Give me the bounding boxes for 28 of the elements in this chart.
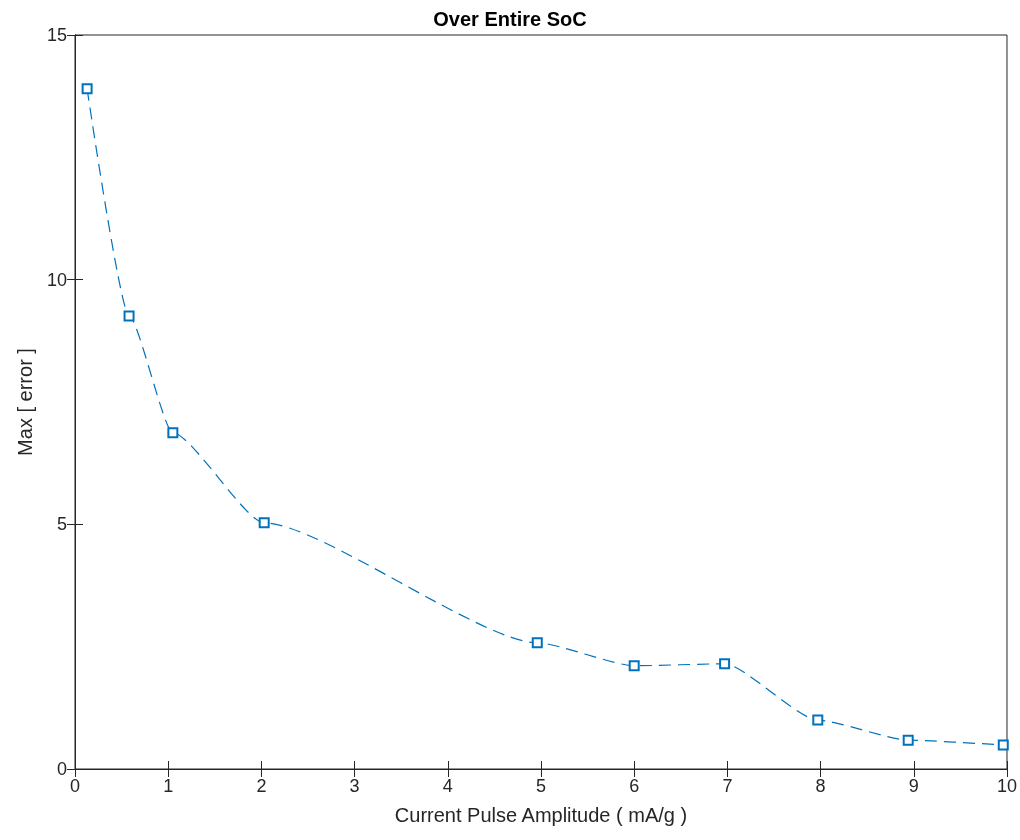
point	[258, 517, 270, 529]
y-tick-label: 5	[56, 514, 67, 535]
point	[167, 427, 179, 439]
y-axis-title: Max [ error ]	[14, 348, 36, 456]
chart-title: Over Entire SoC	[433, 8, 587, 30]
x-tick-label: 2	[256, 776, 267, 796]
point	[997, 739, 1009, 751]
point	[812, 714, 824, 726]
x-tick-label: 9	[908, 776, 919, 796]
x-tick-label: 5	[535, 776, 546, 796]
x-tick-label: 10	[996, 776, 1017, 796]
point	[902, 734, 914, 746]
y-tick-label: 0	[56, 759, 67, 779]
point	[81, 83, 93, 95]
x-tick-label: 7	[722, 776, 733, 796]
x-tick-label: 6	[629, 776, 640, 796]
x-tick-label: 1	[163, 776, 174, 796]
x-tick-label: 4	[442, 776, 453, 796]
y-tick-label: 10	[46, 269, 67, 290]
x-tick-label: 3	[349, 776, 360, 796]
point	[719, 658, 731, 670]
point	[531, 637, 543, 649]
x-tick-label: 0	[69, 776, 81, 796]
x-tick-label: 8	[815, 776, 826, 796]
point	[123, 310, 135, 322]
x-axis-title: Current Pulse Amplitude ( mA/g )	[394, 804, 688, 826]
point	[628, 660, 640, 672]
y-tick-label: 15	[46, 25, 67, 45]
